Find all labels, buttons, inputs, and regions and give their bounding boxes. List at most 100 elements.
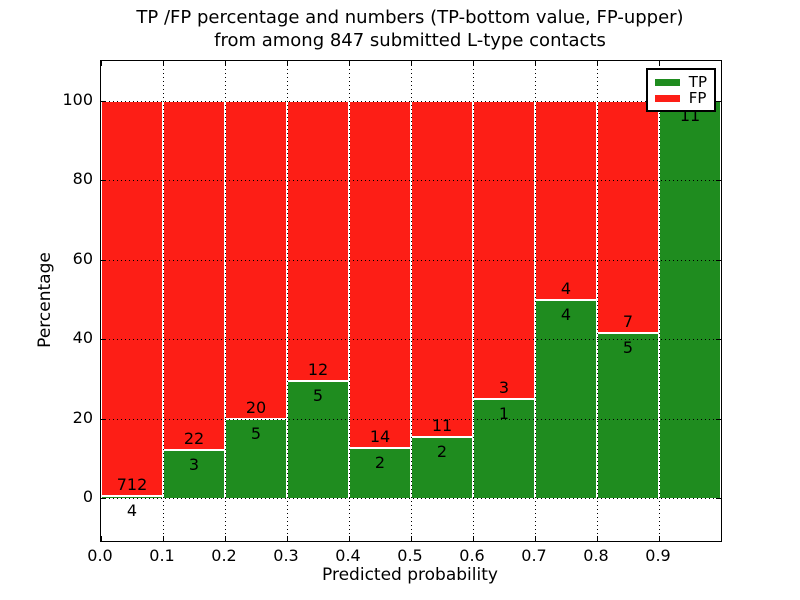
- x-tick-label: 0.9: [645, 546, 671, 565]
- y-tick-mark-right: [716, 339, 721, 341]
- legend-swatch-tp: [654, 78, 680, 86]
- chart-title-line2: from among 847 submitted L-type contacts: [214, 30, 606, 51]
- x-tick-mark-top: [535, 61, 536, 66]
- vertical-gridline: [163, 61, 164, 541]
- x-tick-mark: [473, 536, 474, 541]
- y-tick-label: 40: [72, 328, 93, 348]
- bar-tp-count-label: 3: [188, 455, 200, 475]
- bar-fp-count-label: 22: [183, 429, 205, 449]
- x-tick-mark: [101, 536, 102, 541]
- x-tick-label: 0.4: [335, 546, 361, 565]
- y-tick-label: 0: [82, 487, 93, 506]
- x-tick-label: 0.6: [459, 546, 485, 565]
- x-tick-mark-top: [225, 61, 226, 66]
- x-tick-mark: [411, 536, 412, 541]
- x-tick-label: 0.1: [149, 546, 175, 565]
- plot-area: TP FP 712 4 22 3 20 5 12 5 14 2 11 2 3 1 4 4 7 5 11: [100, 60, 722, 542]
- bar-tp-segment: [225, 418, 287, 498]
- legend-label: FP: [688, 89, 707, 107]
- legend-entry-tp: TP: [654, 73, 707, 91]
- bar-tp-count-label: 5: [250, 423, 262, 443]
- bar-fp-count-label: 11: [431, 415, 453, 435]
- x-tick-mark-top: [411, 61, 412, 66]
- legend-entry-fp: FP: [654, 89, 707, 107]
- legend: TP FP: [645, 68, 716, 112]
- chart-title-line1: TP /FP percentage and numbers (TP-bottom…: [136, 7, 684, 28]
- y-tick-mark: [101, 418, 106, 420]
- bar-fp-segment: [349, 101, 411, 449]
- vertical-gridline: [659, 61, 660, 541]
- bar-tp-segment: [535, 299, 597, 498]
- x-tick-mark: [225, 536, 226, 541]
- y-tick-mark-right: [716, 498, 721, 499]
- bar-fp-count-label: 712: [116, 474, 148, 494]
- x-tick-mark: [597, 536, 598, 541]
- legend-swatch-fp: [654, 94, 680, 102]
- bar-tp-segment: [659, 101, 721, 498]
- vertical-gridline: [535, 61, 536, 541]
- bar-fp-count-label: 7: [622, 311, 634, 331]
- x-axis-label: Predicted probability: [322, 565, 498, 585]
- bar-tp-segment: [349, 448, 411, 498]
- bar-fp-count-label: 20: [245, 397, 267, 417]
- bar-tp-segment: [411, 436, 473, 498]
- y-tick-label: 20: [72, 407, 93, 427]
- bar-tp-count-label: 5: [622, 337, 634, 357]
- bar-tp-segment: [473, 398, 535, 498]
- horizontal-gridline: [101, 259, 721, 261]
- bar-fp-count-label: 3: [498, 377, 510, 397]
- x-tick-mark-top: [287, 61, 288, 66]
- x-tick-label: 0.7: [521, 546, 547, 565]
- bar-fp-count-label: 4: [560, 278, 572, 298]
- x-tick-mark: [349, 536, 350, 541]
- bar-tp-count-label: 1: [498, 403, 510, 423]
- x-tick-mark-top: [349, 61, 350, 66]
- bar-tp-segment: [101, 495, 163, 498]
- y-tick-mark-right: [716, 101, 721, 102]
- horizontal-gridline: [101, 339, 721, 341]
- x-tick-mark: [659, 536, 660, 541]
- bar-fp-count-label: 12: [307, 360, 329, 380]
- x-tick-mark: [535, 536, 536, 541]
- vertical-gridline: [349, 61, 350, 541]
- y-tick-mark-right: [716, 418, 721, 420]
- bar-tp-count-label: 4: [126, 500, 138, 520]
- bar-fp-segment: [163, 101, 225, 451]
- y-tick-mark-right: [716, 259, 721, 261]
- y-tick-label: 60: [72, 248, 93, 268]
- y-tick-label: 80: [72, 169, 93, 189]
- bar-fp-segment: [535, 101, 597, 300]
- x-tick-label: 0.0: [87, 546, 113, 565]
- x-tick-label: 0.5: [397, 546, 423, 565]
- y-tick-mark: [101, 180, 106, 182]
- x-tick-mark-top: [101, 61, 102, 66]
- bar-tp-segment: [597, 332, 659, 498]
- y-tick-mark: [101, 498, 106, 499]
- y-tick-mark: [101, 101, 106, 102]
- horizontal-gridline: [101, 101, 721, 102]
- x-tick-mark-top: [163, 61, 164, 66]
- bar-fp-segment: [411, 101, 473, 437]
- x-tick-mark-top: [597, 61, 598, 66]
- horizontal-gridline: [101, 498, 721, 499]
- x-tick-mark-top: [659, 61, 660, 66]
- x-tick-label: 0.8: [583, 546, 609, 565]
- legend-label: TP: [688, 73, 707, 91]
- y-tick-mark: [101, 339, 106, 341]
- bar-tp-count-label: 4: [560, 304, 572, 324]
- chart-title: TP /FP percentage and numbers (TP-bottom…: [0, 6, 800, 52]
- horizontal-gridline: [101, 180, 721, 182]
- bar-fp-segment: [101, 101, 163, 496]
- x-tick-mark: [163, 536, 164, 541]
- vertical-gridline: [597, 61, 598, 541]
- vertical-gridline: [225, 61, 226, 541]
- x-tick-label: 0.3: [273, 546, 299, 565]
- bar-fp-segment: [473, 101, 535, 399]
- bar-fp-count-label: 14: [369, 427, 391, 447]
- vertical-gridline: [411, 61, 412, 541]
- bar-fp-segment: [597, 101, 659, 333]
- x-tick-label: 0.2: [211, 546, 237, 565]
- y-tick-mark: [101, 259, 106, 261]
- bar-tp-count-label: 2: [436, 441, 448, 461]
